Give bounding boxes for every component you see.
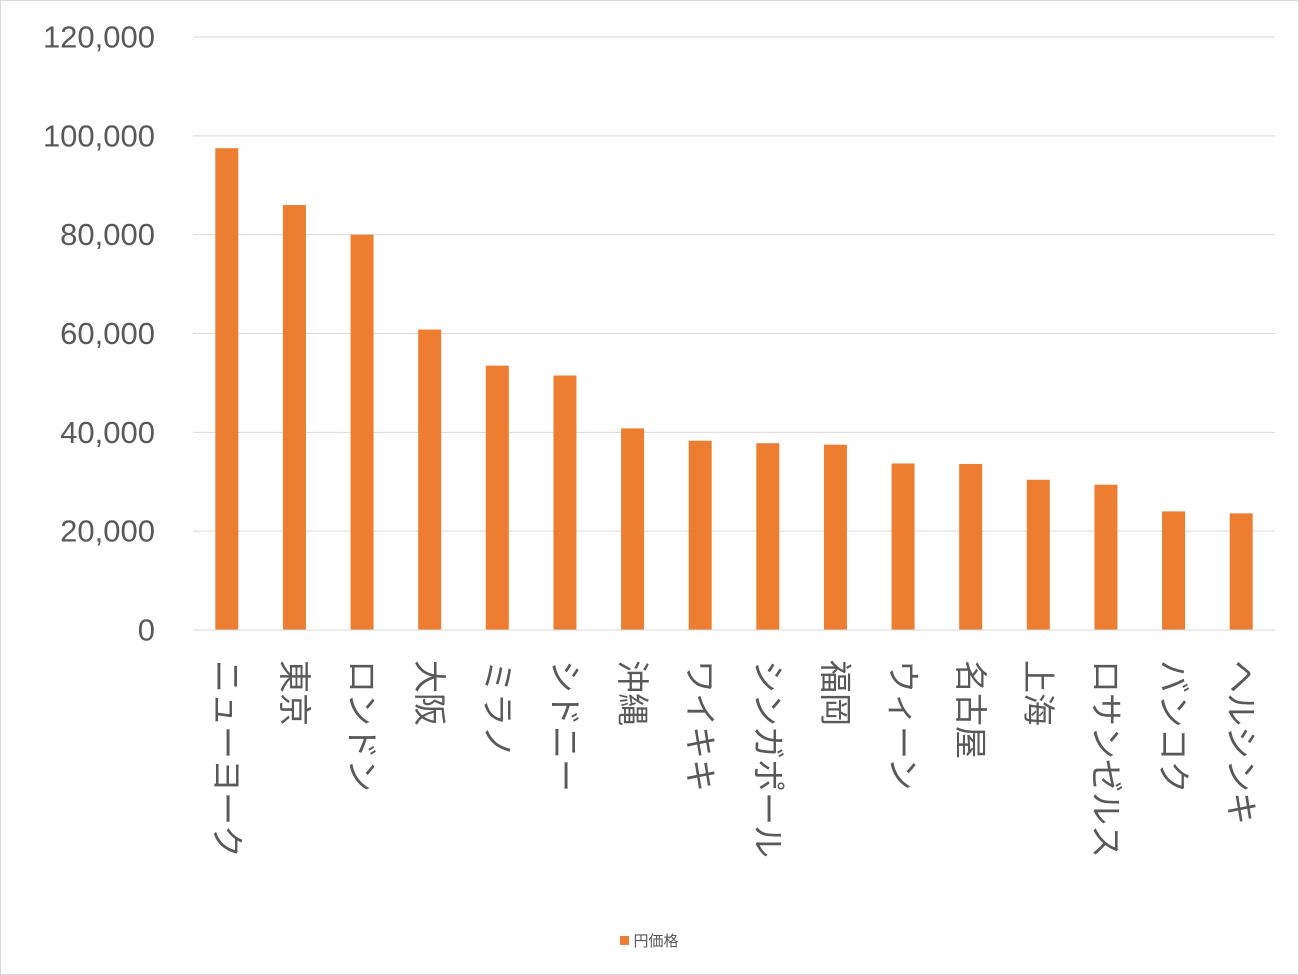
bar xyxy=(553,375,577,630)
y-tick-label: 20,000 xyxy=(60,514,155,549)
bar xyxy=(282,205,306,630)
bar xyxy=(891,463,915,630)
y-tick-label: 100,000 xyxy=(43,118,155,153)
x-category-label: 上海 xyxy=(1019,660,1058,726)
legend-swatch xyxy=(620,936,630,945)
bars xyxy=(215,148,1253,630)
x-axis-labels: ニューヨーク 東京 ロンドン 大阪 ミラノ シドニー 沖縄 ワイキキ シンガポール 福岡 ウィーン名… xyxy=(207,660,1260,858)
bar-chart: 020,00040,00060,00080,000100,000120,000 … xyxy=(43,20,1275,858)
bar xyxy=(1026,479,1050,630)
y-tick-label: 40,000 xyxy=(60,415,155,450)
x-category-label: 沖縄 xyxy=(613,660,652,726)
bar xyxy=(1094,484,1118,630)
x-category-label: 東京 xyxy=(275,660,314,726)
y-tick-label: 60,000 xyxy=(60,316,155,351)
bar xyxy=(350,234,374,630)
y-axis-ticks: 0 20,000 40,000 60,000 80,000 100,000 120,000 xyxy=(43,20,155,648)
x-category-label: 福岡 xyxy=(816,660,855,726)
x-category-label: シンガポール xyxy=(748,660,787,858)
x-category-label: 大阪 xyxy=(410,660,449,726)
x-category-label: ヘルシンキ xyxy=(1222,660,1261,825)
y-tick-label: 120,000 xyxy=(43,20,155,55)
bar xyxy=(621,428,645,630)
bar xyxy=(688,440,712,630)
legend: 円価格 xyxy=(0,930,1299,951)
bar xyxy=(485,365,509,630)
bar xyxy=(756,443,780,630)
x-category-label: 名古屋 xyxy=(951,660,990,759)
bar xyxy=(823,444,847,630)
y-tick-label: 0 xyxy=(138,613,155,648)
x-category-label: ミラノ xyxy=(478,660,517,758)
x-category-label: ワイキキ xyxy=(681,660,720,792)
bar xyxy=(418,329,442,630)
legend-label: 円価格 xyxy=(633,932,679,950)
y-tick-label: 80,000 xyxy=(60,217,155,252)
x-category-label: ニューヨーク xyxy=(207,660,246,858)
x-category-label: シドニー xyxy=(545,660,584,792)
x-category-label: ロサンゼルス xyxy=(1086,660,1125,858)
bar xyxy=(959,463,983,630)
bar xyxy=(1229,513,1253,630)
bar xyxy=(215,148,239,630)
x-category-label: ロンドン xyxy=(343,660,382,792)
x-category-label: ウィーン xyxy=(884,660,923,790)
x-category-label: バンコク xyxy=(1154,660,1193,794)
bar xyxy=(1162,511,1186,630)
